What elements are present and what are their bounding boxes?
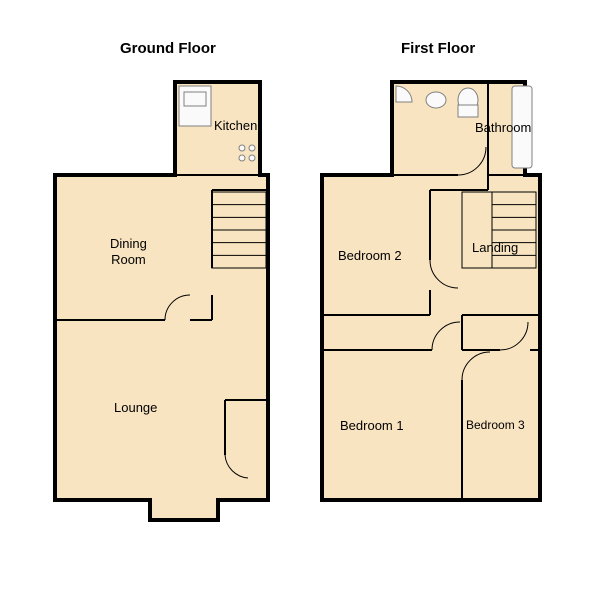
room-label: Lounge xyxy=(114,400,157,416)
floor-title: First Floor xyxy=(401,40,475,57)
room-label: Bedroom 2 xyxy=(338,248,402,264)
room-label: DiningRoom xyxy=(110,236,147,267)
room-label: Bedroom 1 xyxy=(340,418,404,434)
room-label: Bathroom xyxy=(475,120,531,136)
floorplan-canvas: Ground Floor First Floor Kitchen DiningRoom… xyxy=(0,0,600,600)
floor-title: Ground Floor xyxy=(120,40,216,57)
room-label: Landing xyxy=(472,240,518,256)
floorplan-svg xyxy=(0,0,600,600)
room-label: Bedroom 3 xyxy=(466,418,525,432)
room-label: Kitchen xyxy=(214,118,257,134)
